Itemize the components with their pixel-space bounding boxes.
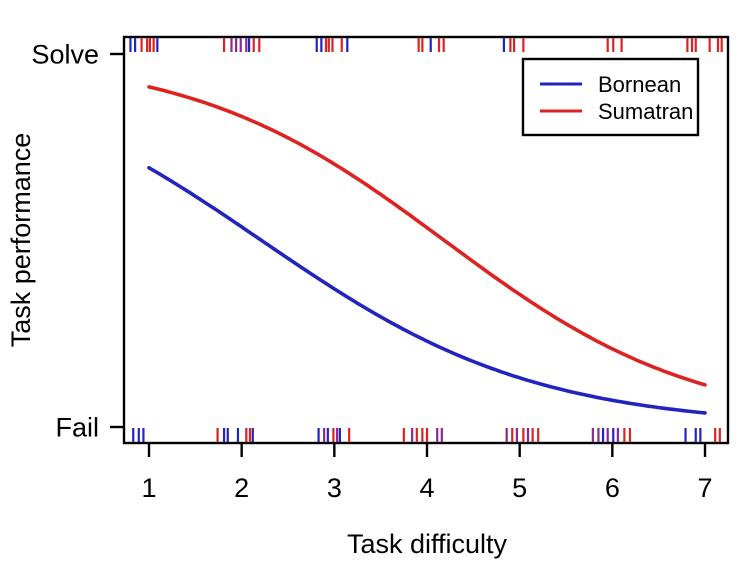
x-tick-label: 3 — [327, 473, 342, 503]
rug-top-solve — [129, 38, 723, 52]
fitted-curves — [147, 85, 707, 415]
x-tick-label: 4 — [419, 473, 434, 503]
x-axis: 1 2 3 4 5 6 7 — [141, 443, 713, 503]
legend-label-sumatran: Sumatran — [598, 99, 693, 124]
x-tick-label: 6 — [605, 473, 620, 503]
y-axis: Solve Fail — [31, 40, 124, 443]
curve-sumatran — [147, 85, 707, 387]
x-tick-label: 7 — [697, 473, 712, 503]
x-tick-label: 1 — [141, 473, 156, 503]
curve-bornean — [147, 166, 707, 415]
legend-box — [521, 57, 700, 137]
legend-label-bornean: Bornean — [598, 72, 681, 97]
y-tick-label-solve: Solve — [31, 40, 99, 70]
legend: Bornean Sumatran — [521, 57, 700, 137]
x-tick-label: 2 — [234, 473, 249, 503]
y-axis-title: Task performance — [6, 133, 36, 348]
rug-bottom-fail — [132, 428, 721, 442]
x-tick-label: 5 — [512, 473, 527, 503]
y-tick-label-fail: Fail — [55, 413, 99, 443]
x-axis-title: Task difficulty — [347, 529, 508, 559]
